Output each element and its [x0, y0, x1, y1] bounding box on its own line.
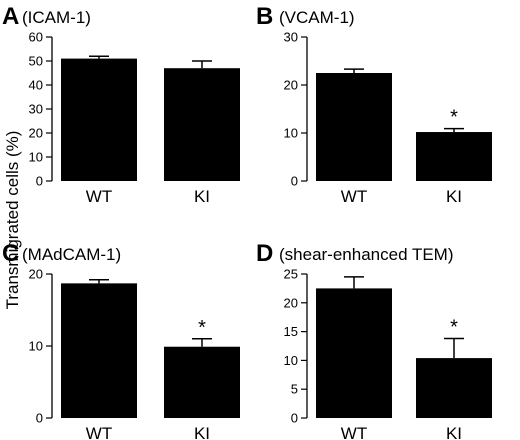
- panel-a-y-tick-label: 30: [29, 102, 43, 117]
- panel-a-category-label: WT: [86, 187, 112, 206]
- panel-d-y-tick-label: 20: [284, 295, 298, 310]
- panel-c-category-label: WT: [86, 424, 112, 440]
- panel-c-y-tick-label: 20: [29, 267, 43, 282]
- panel-d-y-tick-label: 15: [284, 324, 298, 339]
- panel-d-y-tick-label: 5: [291, 382, 298, 397]
- panel-a-bar-wt: [61, 58, 137, 181]
- panel-a-y-tick-label: 10: [29, 150, 43, 165]
- panel-d-category-label: WT: [341, 424, 367, 440]
- panel-b-category-label: WT: [341, 187, 367, 206]
- panel-c-category-label: KI: [194, 424, 210, 440]
- panel-b-letter: B: [256, 3, 273, 30]
- panel-b-y-tick-label: 30: [284, 30, 298, 45]
- panel-d-category-label: KI: [446, 424, 462, 440]
- panel-d-y-tick-label: 10: [284, 353, 298, 368]
- panel-d-y-tick-label: 0: [291, 411, 298, 426]
- panel-a-y-tick-label: 50: [29, 54, 43, 69]
- panel-d-y-tick-label: 25: [284, 267, 298, 282]
- panel-a-title: (ICAM-1): [22, 8, 91, 27]
- panel-b-y-tick-label: 0: [291, 174, 298, 189]
- panel-c-bar-ki: [164, 346, 240, 418]
- panel-a-letter: A: [2, 3, 19, 30]
- panel-c-letter: C: [2, 240, 19, 267]
- panel-a-y-tick-label: 40: [29, 78, 43, 93]
- panel-c-y-tick-label: 10: [29, 339, 43, 354]
- panel-c-bar-wt: [61, 283, 137, 418]
- panel-b-bar-ki: [416, 132, 492, 181]
- panel-b-significance-mark: *: [450, 107, 458, 129]
- panel-a-y-tick-label: 60: [29, 30, 43, 45]
- panel-a-bar-ki: [164, 68, 240, 181]
- panel-c-y-tick-label: 0: [36, 411, 43, 426]
- panel-a-y-tick-label: 20: [29, 126, 43, 141]
- panel-b-y-tick-label: 20: [284, 78, 298, 93]
- panel-d-bar-ki: [416, 358, 492, 418]
- panel-b-title: (VCAM-1): [279, 8, 355, 27]
- panel-d-bar-wt: [316, 288, 392, 418]
- panel-c-significance-mark: *: [198, 317, 206, 339]
- panel-d-title: (shear-enhanced TEM): [279, 245, 454, 264]
- panel-c-title: (MAdCAM-1): [22, 245, 121, 264]
- panel-b-category-label: KI: [446, 187, 462, 206]
- panel-b-y-tick-label: 10: [284, 126, 298, 141]
- panel-a-category-label: KI: [194, 187, 210, 206]
- panel-d-letter: D: [256, 240, 273, 267]
- panel-a-y-tick-label: 0: [36, 174, 43, 189]
- y-axis-label: Transmigrated cells (%): [3, 131, 22, 310]
- panel-b-bar-wt: [316, 73, 392, 181]
- panel-d-significance-mark: *: [450, 317, 458, 339]
